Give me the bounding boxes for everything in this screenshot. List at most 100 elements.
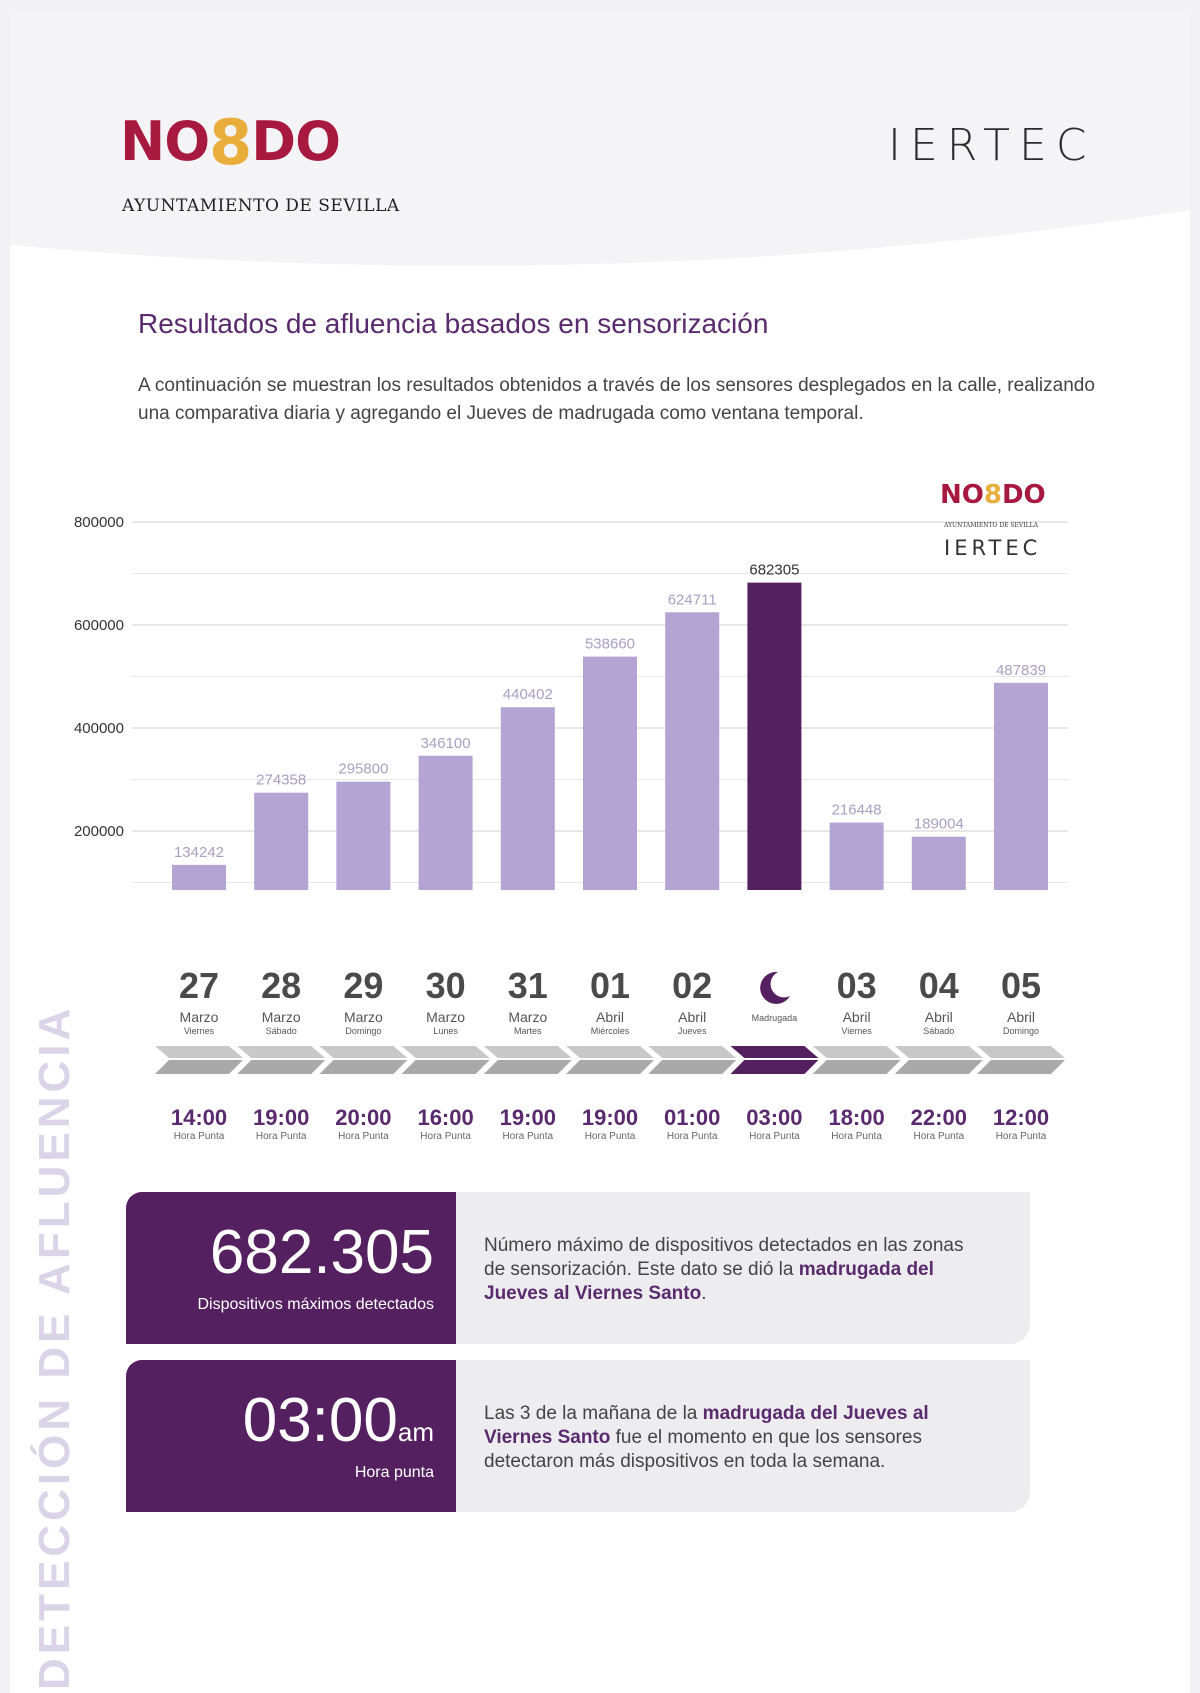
timeline-arrow: [894, 1060, 983, 1074]
peak-hour-label: Hora Punta: [338, 1131, 389, 1142]
timeline-arrow: [977, 1060, 1065, 1074]
day-number: 27: [178, 965, 220, 1006]
chart-iertec-logo: IERTEC: [944, 536, 1042, 560]
peak-hour-label: Hora Punta: [502, 1131, 554, 1142]
data-label: 274358: [256, 772, 306, 789]
peak-hour: 22:00 Hora Punta: [899, 1106, 979, 1144]
bar-chart: 0200000400000600000800000134242274358295…: [74, 514, 1068, 890]
timeline-arrow: [977, 1046, 1065, 1058]
day-month: Marzo: [261, 1009, 301, 1025]
peak-hour: 20:00 Hora Punta: [323, 1106, 403, 1144]
data-label: 295800: [338, 761, 388, 778]
y-tick-label: 400000: [74, 720, 124, 737]
timeline-arrow: [812, 1046, 901, 1058]
peak-hour-label: Hora Punta: [255, 1131, 307, 1142]
timeline-arrow: [566, 1046, 654, 1058]
data-label: 682305: [749, 562, 799, 579]
peak-hour-time: 22:00: [910, 1105, 967, 1130]
peak-hour-time: 01:00: [664, 1105, 721, 1130]
timeline-arrow: [566, 1060, 654, 1074]
timeline-arrow: [894, 1046, 983, 1058]
peak-hour-label: Hora Punta: [666, 1131, 718, 1142]
day-month: Marzo: [426, 1009, 466, 1025]
peak-hour-time: 20:00: [335, 1105, 392, 1130]
peak-hour-time: 19:00: [499, 1105, 556, 1130]
max-devices-description: Número máximo de dispositivos detectados…: [484, 1235, 964, 1304]
peak-hour-time: 03:00: [746, 1105, 803, 1130]
bar: [418, 755, 473, 890]
peak-hour-time: 14:00: [170, 1105, 228, 1130]
timeline-arrow: [401, 1046, 490, 1058]
day-month: Marzo: [343, 1009, 383, 1025]
data-label: 216448: [832, 802, 882, 819]
peak-hour-value: 03:00am: [242, 1386, 434, 1455]
data-label: 346100: [421, 735, 471, 752]
day-number: 04: [918, 965, 959, 1006]
day-number: 01: [589, 965, 631, 1006]
day-label-madrugada: Madrugada: [734, 968, 814, 1024]
peak-hour-label: Hora Punta: [913, 1131, 965, 1142]
timeline-arrow: [237, 1046, 326, 1058]
data-label: 440402: [503, 686, 553, 703]
day-label: 01 Abril Miércoles: [570, 968, 650, 1037]
peak-hour-time: 19:00: [581, 1105, 639, 1130]
bar: [254, 792, 309, 890]
peak-hour: 16:00 Hora Punta: [406, 1106, 486, 1144]
max-devices-value: 682.305: [209, 1218, 434, 1287]
day-number: 31: [507, 965, 548, 1006]
peak-hour-label: Hora Punta: [831, 1131, 882, 1142]
day-number: 02: [672, 965, 713, 1006]
day-weekday: Domingo: [1002, 1026, 1040, 1036]
day-month: Abril: [1006, 1009, 1035, 1025]
day-month: Marzo: [179, 1009, 219, 1025]
day-number: 30: [425, 965, 466, 1006]
day-weekday: Martes: [514, 1026, 542, 1036]
peak-hour-time: 18:00: [828, 1105, 885, 1130]
peak-hour: 19:00 Hora Punta: [241, 1106, 321, 1144]
bar: [994, 682, 1048, 890]
max-devices-card: Número máximo de dispositivos detectados…: [126, 1192, 1030, 1344]
peak-hour-time: 16:00: [417, 1105, 474, 1130]
timeline-arrow: [155, 1060, 243, 1074]
timeline-arrow: [483, 1060, 572, 1074]
day-label: 30 Marzo Lunes: [406, 968, 486, 1037]
day-weekday: Madrugada: [751, 1013, 798, 1023]
peak-hour-label: Hora Punta: [584, 1131, 636, 1142]
timeline-arrow: [155, 1046, 243, 1058]
data-label: 624711: [668, 591, 717, 608]
peak-hour-label: Hora Punta: [173, 1131, 225, 1142]
page: NO8DO AYUNTAMIENTO DE SEVILLA IERTEC Res…: [10, 10, 1190, 1693]
timeline-arrow: [237, 1060, 326, 1074]
iertec-logo: IERTEC: [888, 120, 1096, 171]
y-tick-label: 200000: [74, 823, 124, 840]
peak-hour-time: 12:00: [992, 1105, 1050, 1130]
peak-hour-description-panel: Las 3 de la mañana de la madrugada del J…: [452, 1360, 1030, 1512]
day-weekday: Viernes: [183, 1026, 215, 1036]
y-tick-label: 600000: [74, 617, 124, 634]
bar: [747, 582, 802, 890]
max-devices-description-panel: Número máximo de dispositivos detectados…: [452, 1192, 1030, 1344]
bar: [583, 656, 637, 890]
timeline-arrow: [812, 1060, 901, 1074]
peak-hour-description: Las 3 de la mañana de la madrugada del J…: [484, 1403, 929, 1472]
header-wave: [10, 10, 1190, 266]
day-weekday: Sábado: [265, 1026, 297, 1036]
chart-nodo-logo-subtitle: AYUNTAMIENTO DE SEVILLA: [944, 522, 1038, 529]
day-month: Abril: [924, 1009, 953, 1025]
timeline-arrows: [155, 1046, 1065, 1074]
timeline-arrow: [648, 1046, 737, 1058]
data-label: 134242: [174, 844, 224, 861]
bar: [911, 836, 966, 890]
timeline-arrow: [319, 1060, 408, 1074]
peak-hour-label: Hora Punta: [995, 1131, 1047, 1142]
nodo-logo: NO8DO: [120, 106, 341, 179]
day-label: 27 Marzo Viernes: [159, 968, 239, 1037]
day-month: Abril: [842, 1009, 871, 1025]
day-month: Abril: [678, 1009, 707, 1025]
bar: [665, 612, 720, 890]
peak-hour: 03:00 Hora Punta: [734, 1106, 814, 1144]
day-weekday: Sábado: [923, 1026, 955, 1036]
day-label: 04 Abril Sábado: [899, 968, 979, 1037]
side-title: DETECCIÓN DE AFLUENCIA: [30, 1004, 79, 1690]
day-number: 28: [261, 965, 302, 1006]
